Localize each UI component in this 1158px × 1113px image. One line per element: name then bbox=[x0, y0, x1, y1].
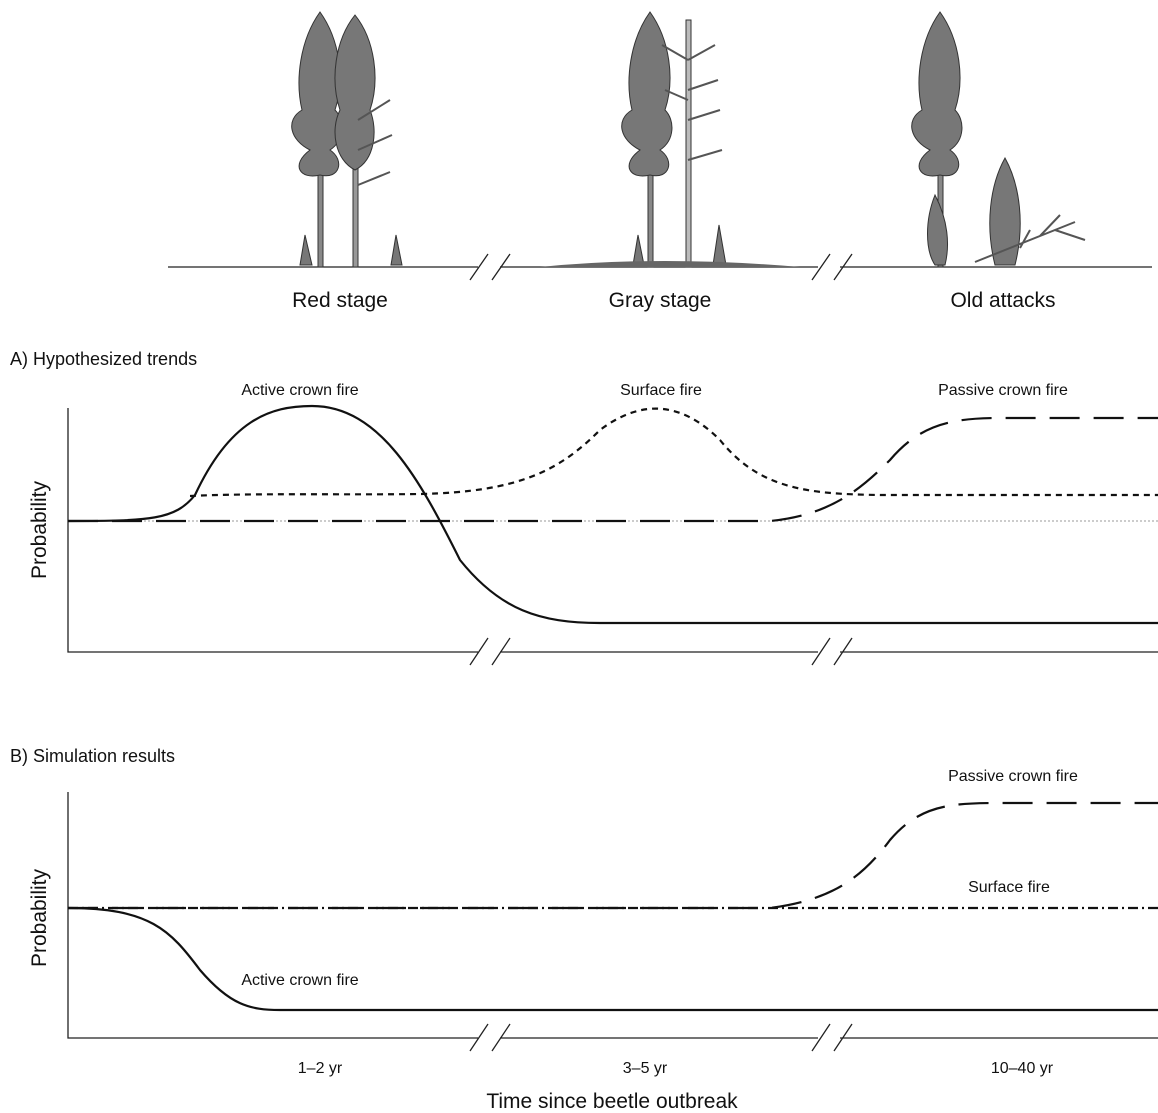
y-axis-label: Probability bbox=[28, 868, 51, 967]
stage-label: Red stage bbox=[292, 289, 388, 312]
illustration bbox=[168, 11, 1152, 281]
curve-label: Passive crown fire bbox=[938, 382, 1068, 399]
active-crown-curve bbox=[67, 404, 1158, 625]
surface-curve bbox=[189, 407, 1158, 498]
curve-label: Surface fire bbox=[968, 879, 1050, 896]
period-label: 3–5 yr bbox=[623, 1060, 668, 1077]
stage-label: Old attacks bbox=[950, 289, 1055, 312]
curve-label: Passive crown fire bbox=[948, 768, 1078, 785]
passive-crown-curve bbox=[68, 416, 1158, 523]
panel-title: B) Simulation results bbox=[10, 746, 175, 766]
passive-crown-curve bbox=[68, 801, 1158, 910]
active-crown-curve bbox=[67, 906, 1158, 1012]
axes bbox=[67, 408, 1158, 666]
curve-label: Active crown fire bbox=[241, 972, 358, 989]
stage-label: Gray stage bbox=[609, 289, 712, 312]
period-label: 10–40 yr bbox=[991, 1060, 1054, 1077]
axes bbox=[67, 792, 1158, 1052]
curve-label: Active crown fire bbox=[241, 382, 358, 399]
y-axis-label: Probability bbox=[28, 480, 51, 579]
curve-label: Surface fire bbox=[620, 382, 702, 399]
x-axis-label: Time since beetle outbreak bbox=[486, 1090, 738, 1113]
period-label: 1–2 yr bbox=[298, 1060, 343, 1077]
panel-title: A) Hypothesized trends bbox=[10, 349, 197, 369]
